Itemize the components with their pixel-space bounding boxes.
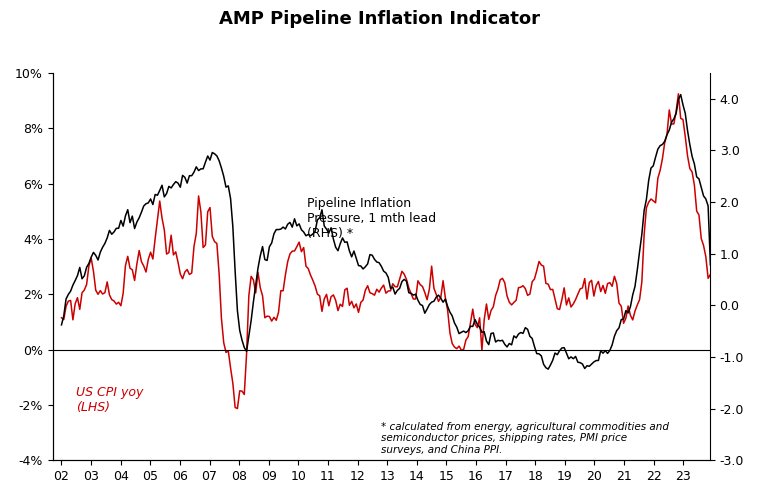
Text: * calculated from energy, agricultural commodities and
semiconductor prices, shi: * calculated from energy, agricultural c… xyxy=(381,421,669,455)
Text: AMP Pipeline Inflation Indicator: AMP Pipeline Inflation Indicator xyxy=(219,10,540,28)
Text: US CPI yoy
(LHS): US CPI yoy (LHS) xyxy=(77,385,143,413)
Text: Pipeline Inflation
Pressure, 1 mth lead
(RHS) *: Pipeline Inflation Pressure, 1 mth lead … xyxy=(307,197,436,241)
